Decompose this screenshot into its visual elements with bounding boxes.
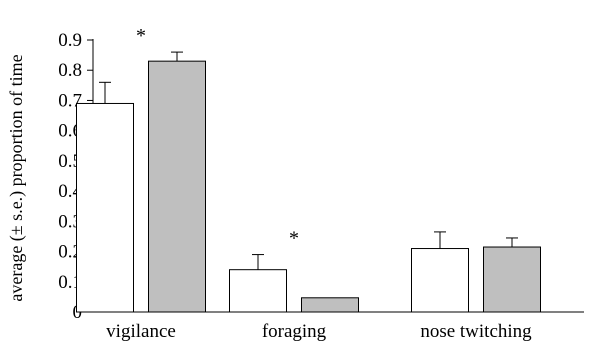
category-label: vigilance xyxy=(106,321,176,342)
y-axis-label-group: average (± s.e.) proportion of time xyxy=(6,54,27,301)
bar-vigilance-series-1 xyxy=(76,102,134,313)
y-tick-label: 0.8 xyxy=(58,60,82,81)
bar-vigilance-series-2 xyxy=(148,60,206,313)
category-labels: vigilance foraging nose twitching xyxy=(106,321,532,342)
bars xyxy=(76,60,541,313)
bar-nose-twitching-series-1 xyxy=(411,248,469,313)
bar-foraging-series-1 xyxy=(229,269,287,313)
y-tick-label: 0.9 xyxy=(58,30,82,51)
annotations: ** xyxy=(136,25,299,249)
significance-marker: * xyxy=(136,25,146,47)
y-axis-label: average (± s.e.) proportion of time xyxy=(6,54,27,301)
category-label: foraging xyxy=(262,321,327,342)
bar-nose-twitching-series-2 xyxy=(483,246,541,313)
category-label: nose twitching xyxy=(420,321,532,342)
error-bars xyxy=(99,51,518,270)
bar-foraging-series-2 xyxy=(301,297,359,313)
significance-marker: * xyxy=(289,228,299,250)
